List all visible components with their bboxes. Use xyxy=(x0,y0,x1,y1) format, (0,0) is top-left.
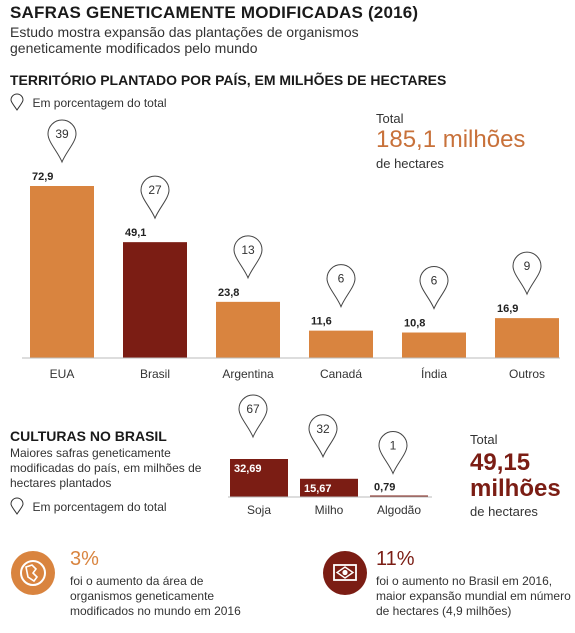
bar-4 xyxy=(402,332,466,358)
pin-icon xyxy=(10,497,24,515)
category-label-3: Canadá xyxy=(320,367,362,381)
crop-value-label-0: 32,69 xyxy=(234,463,262,475)
pin-icon xyxy=(47,119,77,164)
bar-value-label-1: 49,1 xyxy=(125,227,146,239)
stat1-percent: 3% xyxy=(70,548,99,570)
chart2-title: CULTURAS NO BRASIL xyxy=(10,428,167,444)
percent-pin-4-label: 6 xyxy=(431,274,438,288)
chart2-legend-label: Em porcentagem do total xyxy=(32,500,167,515)
chart1-total-label: Total xyxy=(376,111,404,126)
crop-value-label-1: 15,67 xyxy=(304,483,332,495)
percent-pin-5: 9 xyxy=(512,251,542,296)
chart2-total-value-line1: 49,15 xyxy=(470,449,531,476)
category-label-0: EUA xyxy=(50,367,75,381)
brazil-flag-icon xyxy=(322,550,368,596)
crop-bar-1 xyxy=(300,478,358,497)
globe-icon xyxy=(10,550,56,596)
stat1-text: foi o aumento da área de organismos gene… xyxy=(70,574,241,618)
bar-3 xyxy=(309,330,373,358)
bar-value-label-2: 23,8 xyxy=(218,287,239,299)
crop-category-label-0: Soja xyxy=(247,503,271,517)
chart1-total-value: 185,1 milhões xyxy=(376,126,526,153)
bar-0 xyxy=(30,186,94,358)
crop-bar-2 xyxy=(370,495,428,497)
crop-bar-0 xyxy=(230,459,288,497)
crop-category-label-2: Algodão xyxy=(377,503,421,517)
bar-value-label-3: 11,6 xyxy=(311,316,332,328)
chart2-total-value-line2: milhões xyxy=(470,475,561,502)
crop-percent-pin-1: 32 xyxy=(308,414,338,459)
pin-icon xyxy=(326,264,356,308)
crop-percent-pin-0-label: 67 xyxy=(246,402,260,416)
percent-pin-5-label: 9 xyxy=(524,259,531,273)
stat2-text: foi o aumento no Brasil em 2016, maior e… xyxy=(376,574,571,618)
crop-category-label-1: Milho xyxy=(315,503,344,517)
pin-icon xyxy=(308,414,338,459)
category-label-4: Índia xyxy=(421,366,447,381)
percent-pin-2: 13 xyxy=(233,235,263,280)
stat2-percent: 11% xyxy=(376,548,415,570)
chart2-total-label: Total xyxy=(470,432,498,447)
category-label-5: Outros xyxy=(509,367,545,381)
percent-pin-2-label: 13 xyxy=(241,243,255,257)
pin-icon xyxy=(140,175,170,220)
pin-icon xyxy=(238,394,268,439)
percent-pin-1-label: 27 xyxy=(148,183,162,197)
pin-icon xyxy=(10,93,24,111)
chart1-title: TERRITÓRIO PLANTADO POR PAÍS, EM MILHÕES… xyxy=(10,72,447,88)
percent-pin-0: 39 xyxy=(47,119,77,164)
page-subtitle: Estudo mostra expansão das plantações de… xyxy=(10,24,359,56)
bar-1 xyxy=(123,242,187,358)
pin-icon xyxy=(378,431,408,475)
pin-icon xyxy=(512,251,542,296)
pin-icon xyxy=(419,266,449,310)
crop-percent-pin-0: 67 xyxy=(238,394,268,439)
bar-value-label-4: 10,8 xyxy=(404,318,425,330)
chart2-legend: Em porcentagem do total xyxy=(10,497,167,516)
chart2-total-unit: de hectares xyxy=(470,504,538,519)
bar-value-label-0: 72,9 xyxy=(32,171,53,183)
crop-percent-pin-2: 1 xyxy=(378,431,408,475)
pin-icon xyxy=(233,235,263,280)
bar-5 xyxy=(495,318,559,358)
bar-value-label-5: 16,9 xyxy=(497,303,518,315)
chart1-legend-label: Em porcentagem do total xyxy=(32,96,167,111)
chart1-legend: Em porcentagem do total xyxy=(10,93,167,112)
crop-percent-pin-2-label: 1 xyxy=(390,439,397,453)
percent-pin-3: 6 xyxy=(326,264,356,308)
percent-pin-1: 27 xyxy=(140,175,170,220)
category-label-1: Brasil xyxy=(140,367,170,381)
page-title: SAFRAS GENETICAMENTE MODIFICADAS (2016) xyxy=(10,3,419,22)
percent-pin-3-label: 6 xyxy=(338,272,345,286)
chart2-description: Maiores safras geneticamente modificadas… xyxy=(10,446,202,490)
bar-2 xyxy=(216,301,280,358)
crop-percent-pin-1-label: 32 xyxy=(316,422,330,436)
percent-pin-4: 6 xyxy=(419,266,449,310)
category-label-2: Argentina xyxy=(222,367,274,381)
chart1-total-unit: de hectares xyxy=(376,156,444,171)
percent-pin-0-label: 39 xyxy=(55,127,69,141)
crop-value-label-2: 0,79 xyxy=(374,482,395,494)
